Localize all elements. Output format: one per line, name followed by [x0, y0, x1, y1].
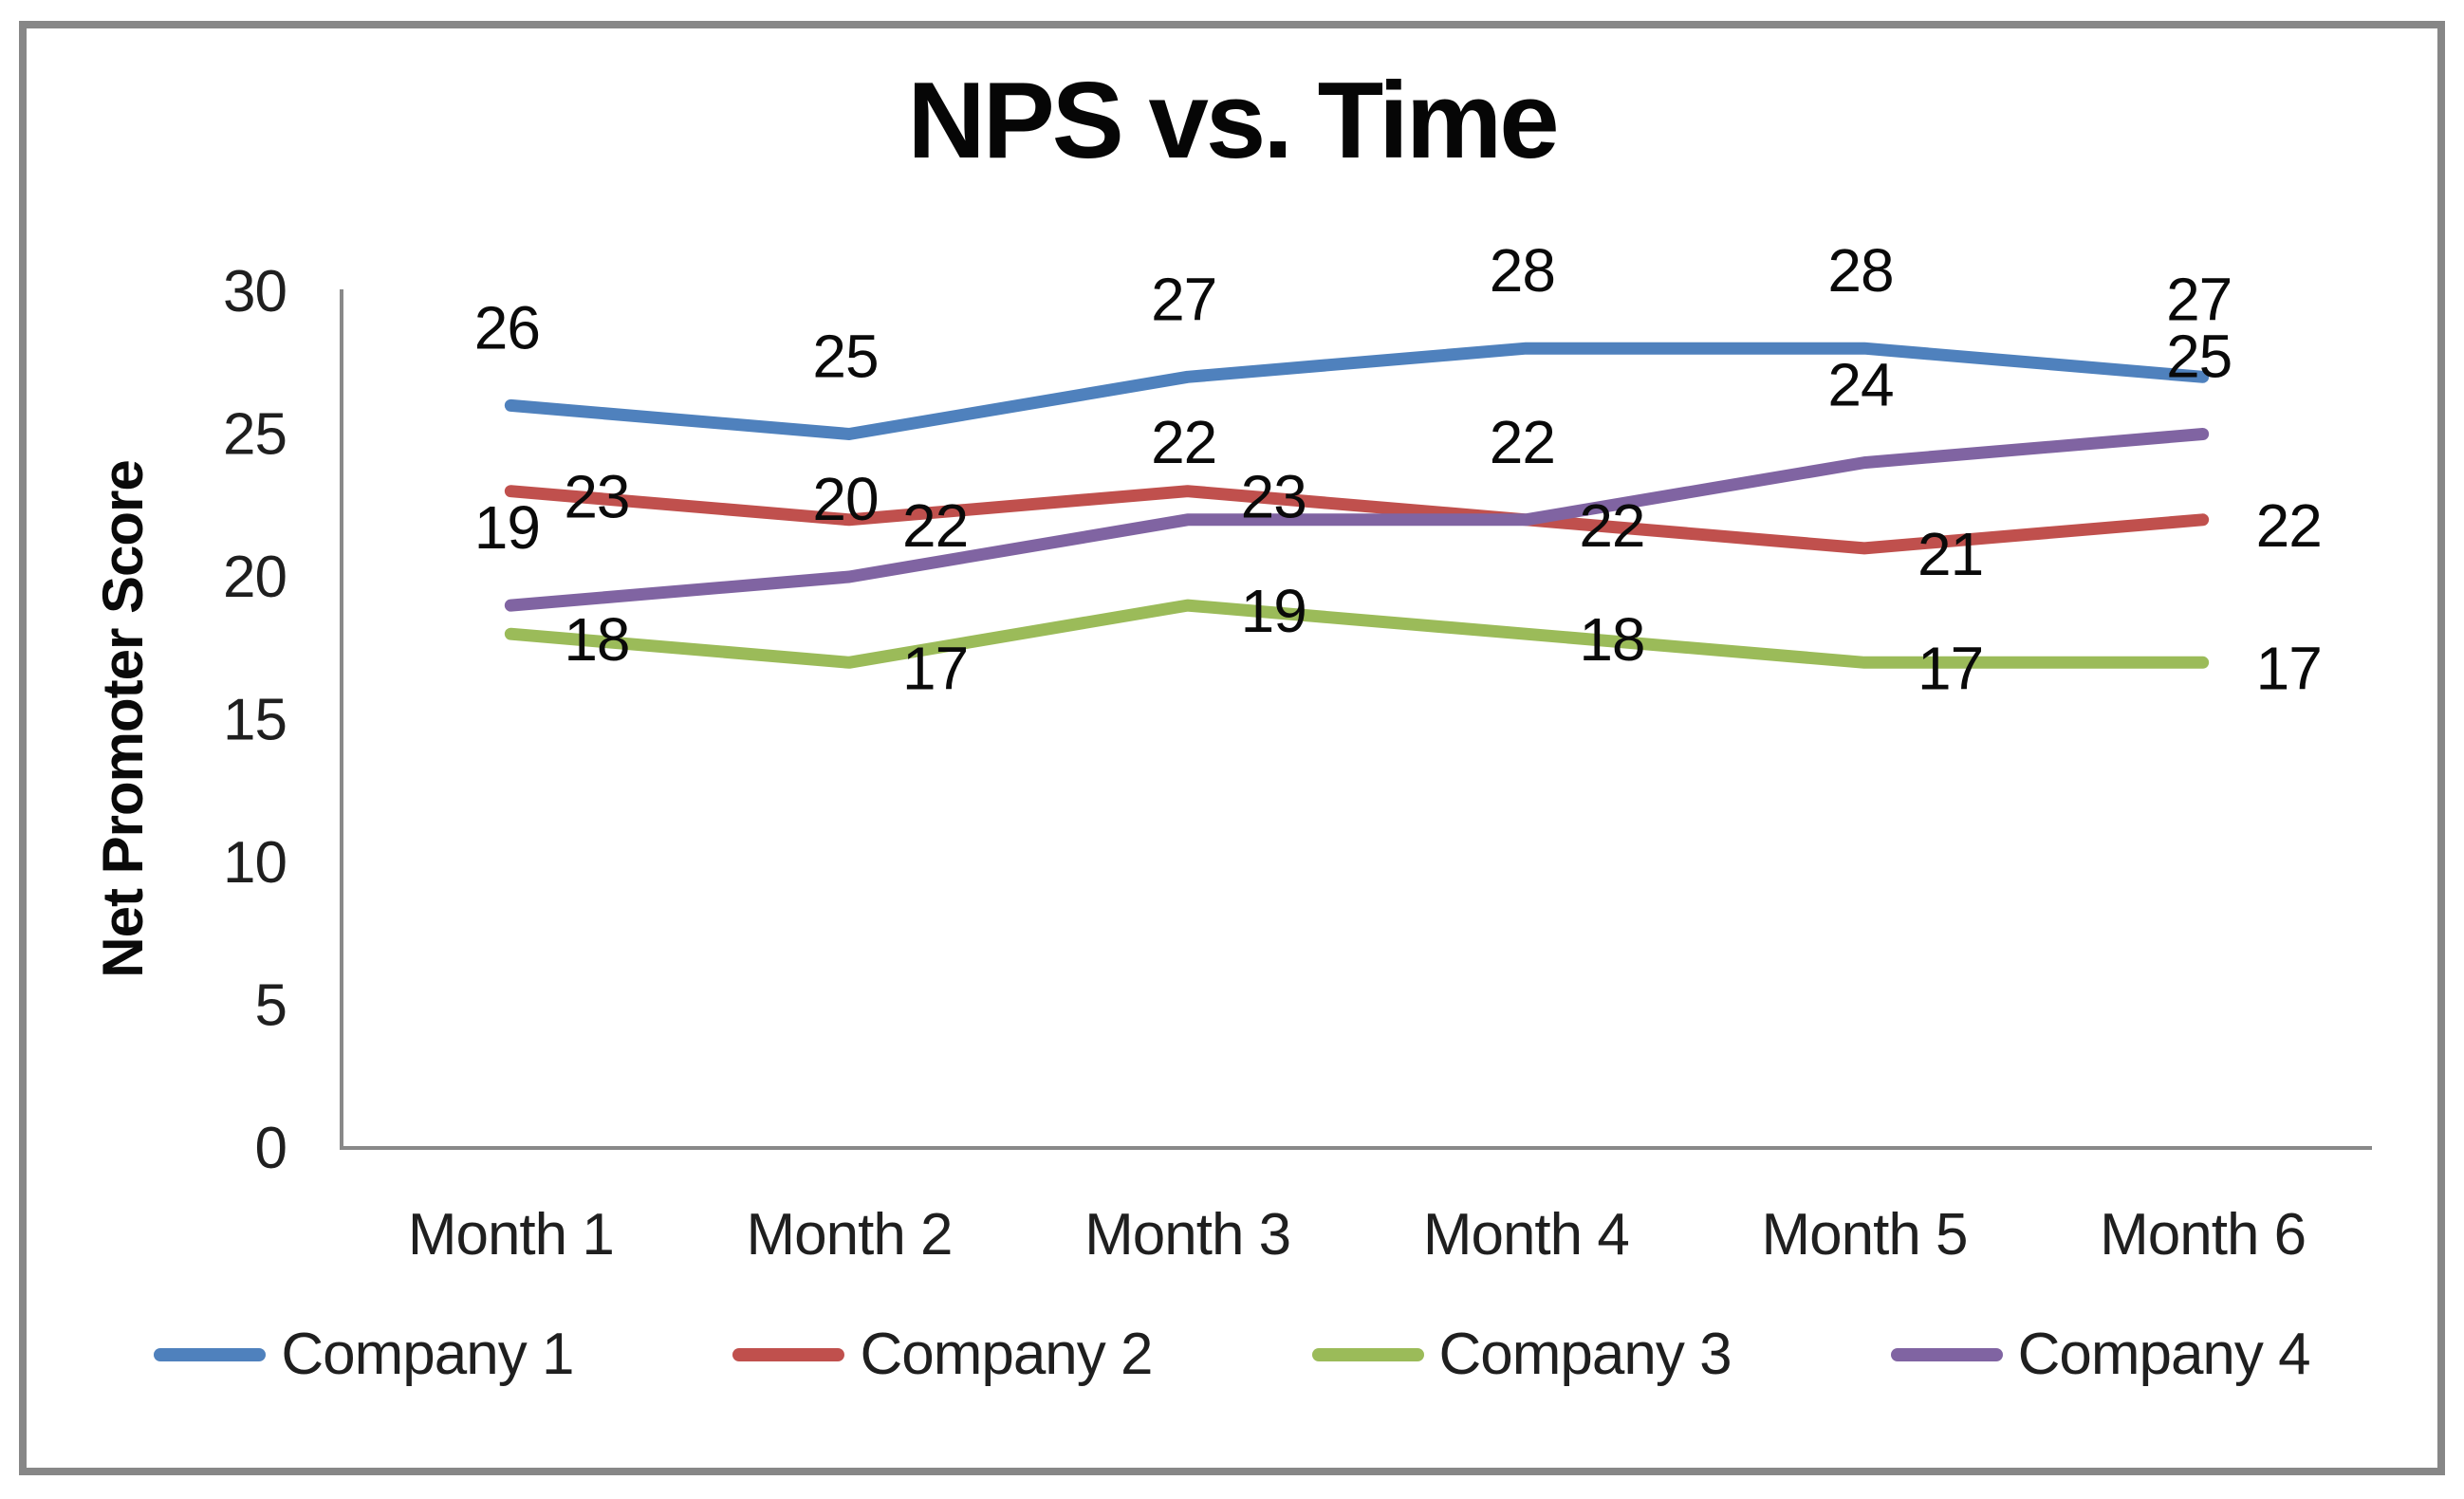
data-label: 21	[1917, 520, 1983, 588]
chart-title: NPS vs. Time	[907, 61, 1559, 181]
data-label: 17	[2256, 634, 2322, 702]
data-label: 27	[1151, 265, 1216, 333]
y-tick-label: 10	[223, 830, 287, 896]
y-tick-label: 5	[255, 973, 287, 1039]
x-category-label: Month 4	[1423, 1202, 1629, 1268]
y-tick-label: 30	[223, 259, 287, 324]
data-label: 23	[1241, 463, 1306, 531]
y-tick-label: 25	[223, 402, 287, 468]
data-label: 22	[1490, 408, 1555, 476]
data-label: 20	[812, 465, 878, 533]
legend-label: Company 2	[860, 1322, 1153, 1387]
data-label: 17	[902, 634, 968, 702]
y-tick-label: 0	[255, 1116, 287, 1181]
legend-item-company-4: Company 4	[1890, 1321, 2311, 1388]
series-line-company-1	[504, 342, 2210, 440]
data-label: 25	[2166, 323, 2232, 391]
legend-item-company-3: Company 3	[1311, 1321, 1732, 1388]
legend-item-company-1: Company 1	[154, 1321, 574, 1388]
data-label: 18	[564, 605, 629, 674]
data-label: 26	[474, 293, 540, 361]
data-label: 17	[1917, 634, 1983, 702]
data-label: 28	[1490, 236, 1555, 305]
data-label: 23	[564, 463, 629, 531]
legend-swatch-company-1	[154, 1347, 267, 1361]
data-label: 22	[902, 491, 968, 560]
x-category-label: Month 6	[2100, 1202, 2306, 1268]
data-label: 27	[2166, 265, 2232, 333]
y-tick-label: 20	[223, 545, 287, 610]
legend-item-company-2: Company 2	[732, 1321, 1154, 1388]
data-label: 22	[2256, 491, 2322, 560]
data-label: 22	[1579, 491, 1644, 560]
chart-legend: Company 1 Company 2 Company 3 Company 4	[0, 1321, 2464, 1388]
legend-swatch-company-4	[1890, 1347, 2003, 1361]
x-category-label: Month 1	[408, 1202, 614, 1268]
data-label: 19	[474, 493, 540, 562]
data-label: 19	[1241, 577, 1306, 645]
data-label: 28	[1827, 236, 1893, 305]
series-line-company-3	[504, 599, 2210, 669]
series-line-company-2	[504, 485, 2210, 555]
legend-swatch-company-2	[732, 1347, 845, 1361]
data-label: 22	[1151, 408, 1216, 476]
x-category-label: Month 3	[1084, 1202, 1290, 1268]
legend-label: Company 3	[1438, 1322, 1732, 1387]
data-label: 24	[1827, 351, 1893, 419]
x-category-label: Month 2	[746, 1202, 952, 1268]
data-label: 25	[812, 323, 878, 391]
x-category-label: Month 5	[1761, 1202, 1967, 1268]
legend-label: Company 1	[281, 1322, 574, 1387]
legend-label: Company 4	[2017, 1322, 2311, 1387]
y-tick-label: 15	[223, 688, 287, 753]
y-axis-title: Net Promoter Score	[91, 460, 155, 978]
legend-swatch-company-3	[1311, 1347, 1424, 1361]
chart-border-frame	[19, 21, 2445, 1475]
data-label: 18	[1579, 605, 1644, 674]
series-line-company-4	[504, 428, 2210, 612]
